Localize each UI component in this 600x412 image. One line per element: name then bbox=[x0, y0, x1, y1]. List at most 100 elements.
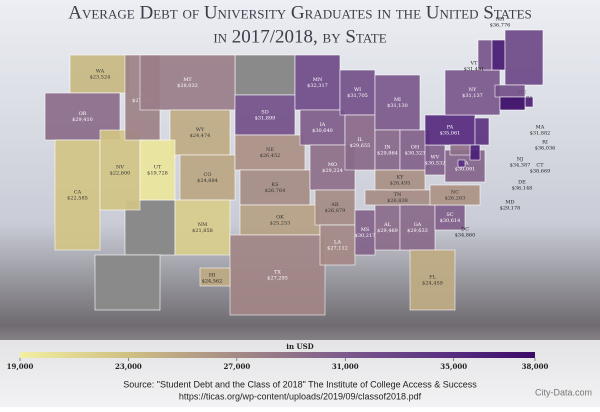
state-value: $31,431 bbox=[464, 67, 485, 73]
state-abbr: MD bbox=[505, 200, 514, 206]
state-value: $29,178 bbox=[500, 206, 521, 212]
state-abbr: OR bbox=[79, 111, 87, 117]
state bbox=[199, 267, 231, 287]
colorbar-tick-label: 31,000 bbox=[332, 362, 359, 371]
state-value: $26,452 bbox=[260, 153, 281, 159]
state-value: $30,323 bbox=[405, 151, 426, 157]
state-abbr: HI bbox=[209, 273, 215, 279]
state-value: $24,474 bbox=[190, 133, 211, 139]
legend-title: in USD bbox=[286, 342, 313, 351]
state-value: $31,899 bbox=[255, 116, 276, 122]
state-value: $22,600 bbox=[110, 171, 131, 177]
state-abbr: OK bbox=[276, 215, 284, 221]
state bbox=[54, 139, 101, 251]
state-value: $19,728 bbox=[147, 171, 168, 177]
state-abbr: CT bbox=[536, 163, 544, 169]
state-value: $26,495 bbox=[390, 181, 411, 187]
state-abbr: MO bbox=[328, 162, 337, 168]
state-abbr: SC bbox=[446, 212, 453, 218]
state bbox=[409, 249, 456, 311]
state-value: $26,879 bbox=[325, 208, 346, 214]
state-abbr: WI bbox=[354, 87, 361, 93]
watermark: City-Data.com bbox=[535, 387, 592, 397]
state-abbr: AR bbox=[330, 202, 339, 208]
state-nd bbox=[234, 54, 296, 96]
state-value: $29,655 bbox=[350, 143, 371, 149]
state bbox=[524, 96, 534, 108]
state-value: $29,410 bbox=[72, 117, 93, 123]
state-abbr: PA bbox=[447, 125, 454, 131]
subtitle: in 2017/2018, by State bbox=[213, 26, 386, 47]
state-value: $36,148 bbox=[512, 186, 533, 192]
state-value: $29,224 bbox=[322, 168, 343, 174]
state bbox=[374, 204, 401, 251]
state-abbr: WV bbox=[431, 155, 440, 161]
state-ak bbox=[94, 254, 161, 311]
state bbox=[139, 139, 176, 201]
source: Source: "Student Debt and the Class of 2… bbox=[123, 379, 477, 389]
state bbox=[477, 39, 493, 71]
state-abbr: DC bbox=[461, 227, 469, 233]
state-abbr: NJ bbox=[517, 157, 523, 163]
state-value: $21,858 bbox=[192, 228, 213, 234]
state-abbr: IN bbox=[384, 145, 391, 151]
state-abbr: UT bbox=[154, 165, 162, 171]
state-abbr: NY bbox=[469, 87, 477, 93]
state-abbr: FL bbox=[429, 275, 436, 281]
state-abbr: NC bbox=[451, 190, 459, 196]
state-value: $26,838 bbox=[387, 198, 408, 204]
state-abbr: NV bbox=[116, 165, 124, 171]
state bbox=[457, 159, 466, 168]
state-abbr: MN bbox=[313, 77, 323, 83]
state-value: $36,036 bbox=[535, 146, 556, 152]
state bbox=[69, 54, 131, 94]
state-abbr: RI bbox=[542, 140, 548, 146]
state-value: $31,705 bbox=[347, 93, 368, 99]
state-value: $23,524 bbox=[90, 75, 111, 81]
state-value: $24,459 bbox=[422, 281, 443, 287]
state bbox=[239, 169, 311, 206]
state-abbr: MI bbox=[394, 97, 401, 103]
state-value: $31,130 bbox=[387, 103, 408, 109]
state-value: $34,860 bbox=[455, 233, 476, 239]
state-value: $28,032 bbox=[177, 83, 198, 89]
state bbox=[491, 39, 506, 71]
state bbox=[229, 234, 326, 316]
state bbox=[469, 144, 481, 161]
state-abbr: WA bbox=[96, 69, 105, 75]
colorbar-tick-label: 19,000 bbox=[7, 362, 34, 371]
state-value: $31,882 bbox=[530, 131, 551, 137]
state-abbr: IA bbox=[320, 122, 326, 128]
state-value: $36,776 bbox=[490, 23, 511, 29]
state bbox=[314, 189, 356, 226]
state bbox=[494, 84, 526, 98]
colorbar-tick-label: 35,000 bbox=[440, 362, 467, 371]
state-value: $30,614 bbox=[440, 218, 461, 224]
state-value: $26,764 bbox=[265, 188, 286, 194]
state-abbr: NE bbox=[266, 147, 274, 153]
state-abbr: CO bbox=[204, 172, 212, 178]
state-abbr: GA bbox=[414, 222, 422, 228]
state-value: $27,112 bbox=[327, 246, 348, 252]
state-value: $30,091 bbox=[455, 167, 476, 173]
title: Average Debt of University Graduates in … bbox=[68, 2, 532, 23]
state-value: $32,317 bbox=[307, 83, 328, 89]
state-abbr: KY bbox=[397, 175, 405, 181]
state-abbr: TN bbox=[394, 192, 402, 198]
footer-panel bbox=[0, 340, 600, 407]
state-value: $30,532 bbox=[425, 161, 446, 167]
state-value: $26,263 bbox=[445, 196, 466, 202]
state bbox=[174, 199, 231, 256]
colorbar bbox=[20, 352, 535, 358]
state bbox=[179, 154, 236, 201]
state bbox=[449, 144, 471, 156]
state-abbr: CA bbox=[74, 190, 82, 196]
state-abbr: WY bbox=[196, 127, 205, 133]
state bbox=[234, 134, 306, 171]
state bbox=[319, 224, 356, 266]
state bbox=[139, 54, 236, 111]
colorbar-group: 19,000 23,000 27,000 31,000 35,000 38,000 bbox=[7, 352, 549, 371]
state-value: $35,061 bbox=[440, 131, 461, 137]
state-abbr: AL bbox=[383, 222, 392, 228]
